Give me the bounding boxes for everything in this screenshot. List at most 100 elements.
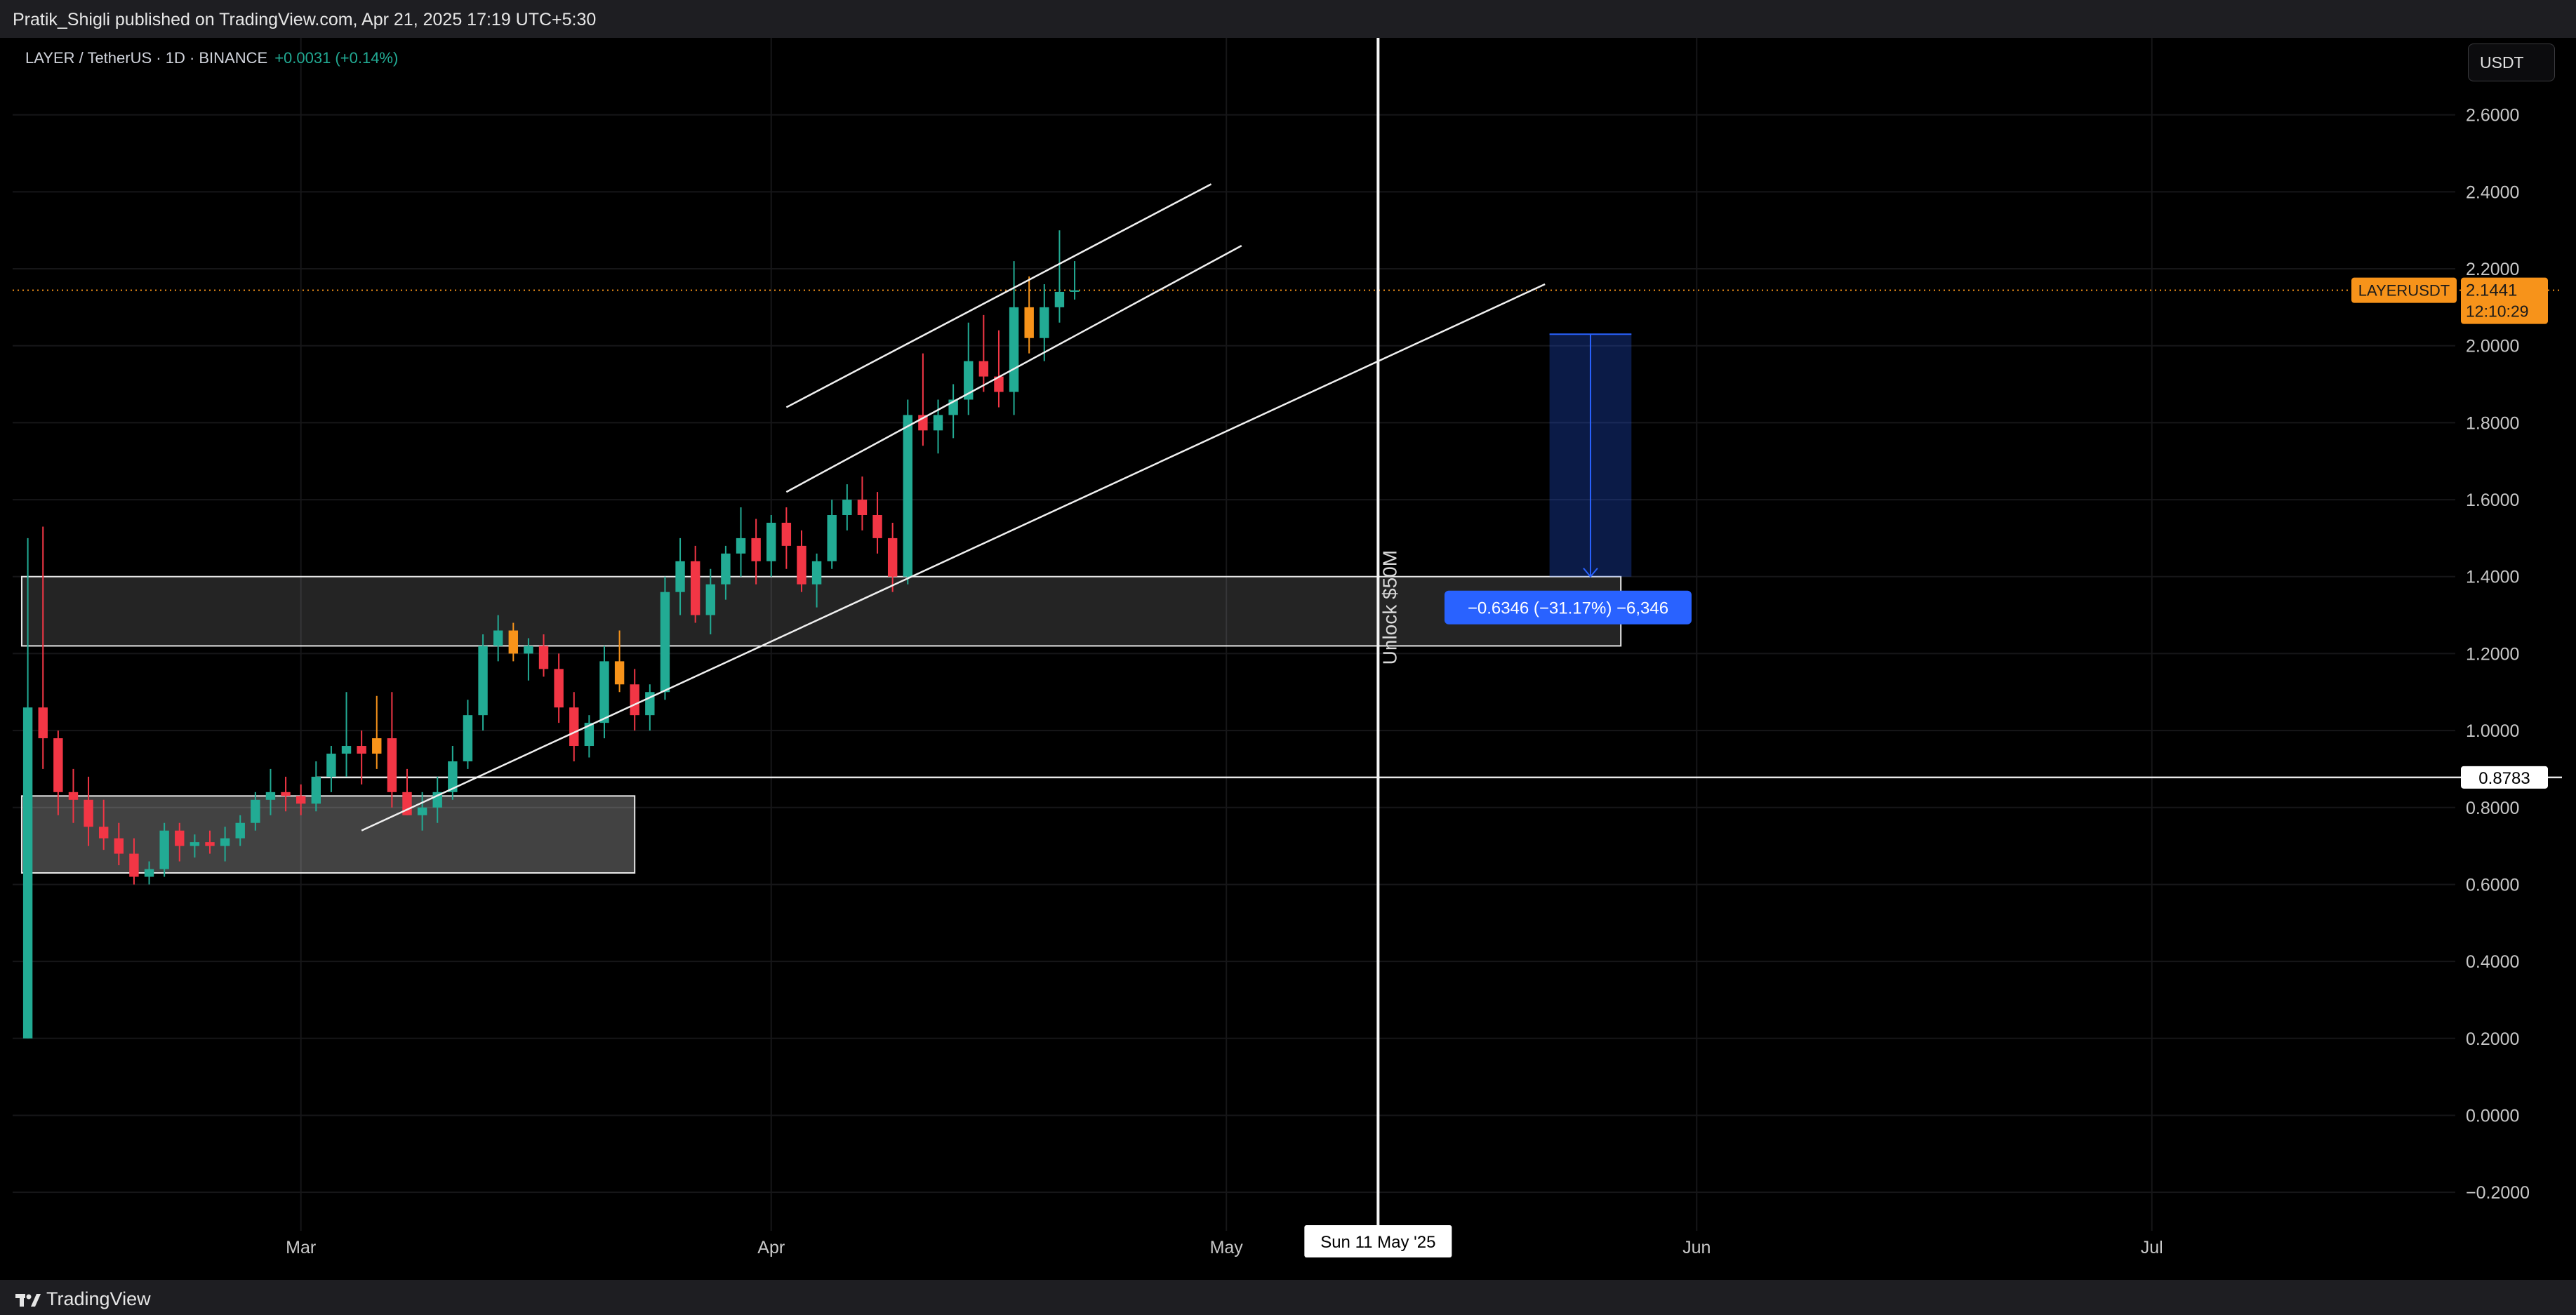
candle <box>220 838 230 846</box>
publish-header: Pratik_Shigli published on TradingView.c… <box>0 0 2576 38</box>
y-tick-label: 0.8000 <box>2466 799 2519 818</box>
support-zone <box>20 795 636 874</box>
price-tag-countdown: 12:10:29 <box>2466 302 2529 321</box>
candle <box>341 746 352 754</box>
candle <box>887 538 898 577</box>
brand-name: TradingView <box>46 1288 151 1309</box>
candle <box>538 646 549 669</box>
candle <box>175 830 185 846</box>
y-tick-label: 2.4000 <box>2466 182 2519 202</box>
candle <box>630 684 639 716</box>
candle <box>751 538 761 561</box>
candle <box>372 738 382 754</box>
candle <box>857 500 868 515</box>
candle <box>463 715 473 761</box>
measure-label: −0.6346 (−31.17%) −6,346 <box>1468 599 1668 618</box>
candle <box>98 827 109 839</box>
y-tick-label: 2.2000 <box>2466 260 2519 279</box>
candle <box>766 522 776 561</box>
x-tick-label: Mar <box>286 1238 316 1257</box>
candle <box>614 661 625 685</box>
candle <box>281 792 291 796</box>
candle <box>417 807 427 815</box>
candle <box>311 776 321 804</box>
candle <box>721 553 731 585</box>
candle <box>933 415 943 431</box>
unlock-annotation: Unlock $50M <box>1379 550 1400 665</box>
candle <box>554 669 564 708</box>
trend-line <box>785 183 1212 408</box>
footer: TradingView <box>0 1280 2576 1315</box>
candle <box>296 796 306 804</box>
price-change: +0.0031 (+0.14%) <box>274 49 399 67</box>
candle <box>660 592 670 693</box>
y-tick-label: 1.2000 <box>2466 644 2519 664</box>
candle <box>964 361 974 400</box>
candle <box>872 515 882 538</box>
candle <box>1070 290 1080 292</box>
candle <box>357 746 366 754</box>
trend-line <box>785 245 1242 493</box>
candle <box>114 838 124 854</box>
zones <box>20 575 1622 874</box>
candle <box>478 646 488 716</box>
candle <box>584 723 595 747</box>
candle <box>842 500 852 515</box>
candle <box>1040 307 1049 338</box>
candle <box>1009 307 1019 392</box>
level-tag <box>2461 766 2548 789</box>
candle <box>251 799 260 823</box>
candle <box>159 830 169 869</box>
price-chart[interactable]: Unlock $50M −0.6346 (−31.17%) −6,346 −0.… <box>13 38 2562 1280</box>
y-tick-label: 1.0000 <box>2466 721 2519 741</box>
tradingview-logo-icon <box>15 1293 41 1307</box>
candle <box>736 538 746 554</box>
candle <box>811 561 822 585</box>
candle <box>22 707 33 1039</box>
candle <box>690 561 701 615</box>
y-tick-label: −0.2000 <box>2466 1183 2530 1203</box>
support-zone <box>20 575 1622 647</box>
candle <box>326 754 336 777</box>
candle <box>508 630 518 654</box>
publish-info: Pratik_Shigli published on TradingView.c… <box>13 10 597 29</box>
candle <box>448 761 458 792</box>
y-tick-label: 1.6000 <box>2466 490 2519 510</box>
trend-line <box>361 283 1546 832</box>
price-tag-value: 2.1441 <box>2466 281 2517 300</box>
candle <box>53 738 63 792</box>
candle <box>705 584 715 615</box>
candle <box>190 842 200 846</box>
candle <box>994 376 1004 392</box>
candle <box>675 561 685 592</box>
y-tick-label: 0.0000 <box>2466 1106 2519 1126</box>
candle <box>129 853 139 877</box>
measure-tool: −0.6346 (−31.17%) −6,346 <box>1444 333 1692 625</box>
y-axis: −0.2000 0.0000 0.2000 0.4000 0.6000 0.8000 1.0… <box>2351 106 2548 1203</box>
candle <box>827 515 837 561</box>
y-tick-label: 0.4000 <box>2466 952 2519 972</box>
horizontal-line <box>13 289 2562 779</box>
x-tick-label: May <box>1210 1238 1244 1257</box>
candle <box>524 646 533 654</box>
level-tag-label: 0.8783 <box>2478 769 2530 788</box>
x-tick-label: Jul <box>2141 1238 2163 1257</box>
chart-pane[interactable]: Unlock $50M −0.6346 (−31.17%) −6,346 −0.… <box>13 38 2562 1280</box>
symbol-legend: LAYER / TetherUS · 1D · BINANCE +0.0031 (… <box>25 49 398 67</box>
y-tick-label: 2.0000 <box>2466 337 2519 356</box>
candle <box>1024 307 1034 338</box>
candle <box>781 522 792 546</box>
y-tick-label: 1.4000 <box>2466 568 2519 587</box>
x-tick-label: Jun <box>1682 1238 1711 1257</box>
x-tick-label: Apr <box>757 1238 785 1257</box>
candle <box>978 361 989 377</box>
candle <box>205 842 215 846</box>
candle <box>903 415 912 577</box>
symbol-tag <box>2351 277 2457 303</box>
currency-button[interactable]: USDT <box>2468 44 2555 81</box>
price-tag <box>2461 277 2548 324</box>
measure-label-box <box>1444 590 1692 625</box>
symbol-tag-label: LAYERUSDT <box>2358 282 2450 300</box>
y-tick-label: 1.8000 <box>2466 413 2519 433</box>
